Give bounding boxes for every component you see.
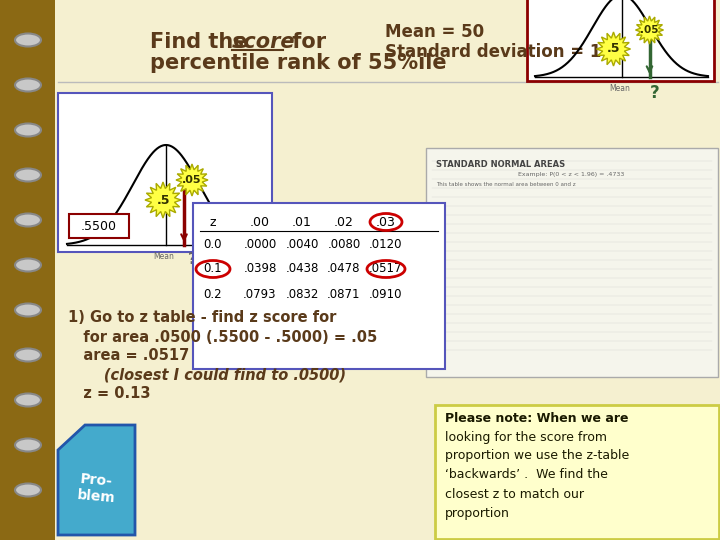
Polygon shape: [636, 16, 664, 44]
Text: looking for the score from: looking for the score from: [445, 430, 607, 443]
Text: .0910: .0910: [369, 287, 402, 300]
Text: Mean: Mean: [153, 252, 174, 261]
Text: 1) Go to z table - find z score for: 1) Go to z table - find z score for: [68, 310, 336, 326]
Text: Standard deviation = 10: Standard deviation = 10: [385, 43, 613, 61]
FancyBboxPatch shape: [426, 148, 718, 377]
FancyBboxPatch shape: [55, 0, 720, 540]
Text: .0793: .0793: [243, 287, 276, 300]
Text: Example: P(0 < z < 1.96) = .4733: Example: P(0 < z < 1.96) = .4733: [518, 172, 624, 177]
Text: .0478: .0478: [328, 262, 361, 275]
Text: 0.2: 0.2: [204, 287, 222, 300]
Text: .5: .5: [607, 43, 620, 56]
Text: z: z: [210, 215, 216, 228]
Text: .0120: .0120: [369, 238, 402, 251]
Polygon shape: [0, 0, 55, 540]
Ellipse shape: [15, 33, 41, 46]
Text: 0.0: 0.0: [204, 238, 222, 251]
Text: Mean = 50: Mean = 50: [385, 23, 484, 41]
Ellipse shape: [15, 483, 41, 496]
FancyBboxPatch shape: [193, 203, 445, 369]
Text: proportion we use the z-table: proportion we use the z-table: [445, 449, 629, 462]
Text: .0000: .0000: [243, 238, 276, 251]
Text: Find the: Find the: [150, 32, 255, 52]
Text: .0438: .0438: [285, 262, 319, 275]
Text: .05: .05: [182, 175, 202, 185]
Text: .5500: .5500: [81, 219, 117, 233]
Text: score: score: [232, 32, 295, 52]
FancyBboxPatch shape: [69, 214, 129, 238]
FancyBboxPatch shape: [435, 405, 719, 539]
FancyBboxPatch shape: [527, 0, 714, 81]
Text: for area .0500 (.5500 - .5000) = .05: for area .0500 (.5500 - .5000) = .05: [68, 329, 377, 345]
Ellipse shape: [15, 438, 41, 451]
Text: proportion: proportion: [445, 507, 510, 519]
Polygon shape: [58, 425, 135, 535]
Text: This table shows the normal area between 0 and z: This table shows the normal area between…: [436, 182, 575, 187]
Text: ?: ?: [188, 252, 197, 267]
Text: .0832: .0832: [285, 287, 319, 300]
Polygon shape: [596, 32, 631, 66]
Text: .01: .01: [292, 215, 312, 228]
Ellipse shape: [15, 394, 41, 407]
Text: .0871: .0871: [328, 287, 361, 300]
Text: STANDARD NORMAL AREAS: STANDARD NORMAL AREAS: [436, 160, 565, 169]
Text: 0.1: 0.1: [204, 262, 222, 275]
Text: area = .0517: area = .0517: [68, 348, 189, 363]
Text: .5: .5: [156, 193, 170, 206]
Text: .00: .00: [250, 215, 270, 228]
Text: z = 0.13: z = 0.13: [68, 387, 150, 402]
Ellipse shape: [15, 303, 41, 316]
Text: (closest I could find to .0500): (closest I could find to .0500): [68, 368, 346, 382]
Text: .05: .05: [640, 25, 659, 35]
Text: closest z to match our: closest z to match our: [445, 488, 584, 501]
Text: ?: ?: [649, 84, 660, 102]
Text: blem: blem: [76, 488, 116, 505]
Text: .0517: .0517: [369, 262, 402, 275]
Ellipse shape: [15, 348, 41, 361]
Ellipse shape: [15, 168, 41, 181]
Text: Pro-: Pro-: [79, 471, 113, 488]
Text: .02: .02: [334, 215, 354, 228]
Polygon shape: [176, 164, 208, 196]
Ellipse shape: [15, 259, 41, 272]
Ellipse shape: [15, 213, 41, 226]
Ellipse shape: [15, 124, 41, 137]
Text: .0080: .0080: [328, 238, 361, 251]
FancyBboxPatch shape: [58, 93, 272, 252]
Text: .0398: .0398: [243, 262, 276, 275]
Text: ‘backwards’ .  We find the: ‘backwards’ . We find the: [445, 469, 608, 482]
Text: Please note: When we are: Please note: When we are: [445, 411, 629, 424]
Text: Mean: Mean: [609, 84, 630, 93]
Text: .0040: .0040: [285, 238, 319, 251]
Ellipse shape: [15, 78, 41, 91]
Polygon shape: [145, 182, 181, 218]
Text: .03: .03: [376, 215, 396, 228]
Text: for: for: [285, 32, 326, 52]
Text: percentile rank of 55%ile: percentile rank of 55%ile: [150, 53, 446, 73]
